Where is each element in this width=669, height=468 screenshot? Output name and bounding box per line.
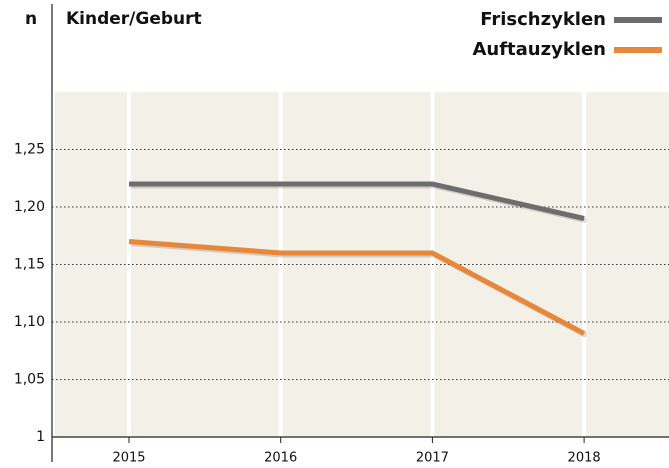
y-tick-label: 1,25 <box>14 142 45 158</box>
chart-title: Kinder/Geburt <box>66 9 202 29</box>
y-tick-label: 1,10 <box>14 314 45 330</box>
x-tick-label: 2015 <box>112 451 145 466</box>
y-tick-label: 1,05 <box>14 372 45 388</box>
series-line <box>128 239 586 336</box>
legend-label: Frischzyklen <box>480 9 606 30</box>
x-tick-label: 2016 <box>264 451 297 466</box>
series-line <box>129 181 585 221</box>
y-tick-label: 1,15 <box>14 257 45 273</box>
y-tick-label: 1 <box>36 429 45 445</box>
y-tick-label: 1,20 <box>14 199 45 215</box>
legend-label: Auftauzyklen <box>472 39 606 60</box>
x-tick-label: 2017 <box>416 451 449 466</box>
y-axis-label: n <box>25 9 37 29</box>
x-tick-label: 2018 <box>568 451 601 466</box>
